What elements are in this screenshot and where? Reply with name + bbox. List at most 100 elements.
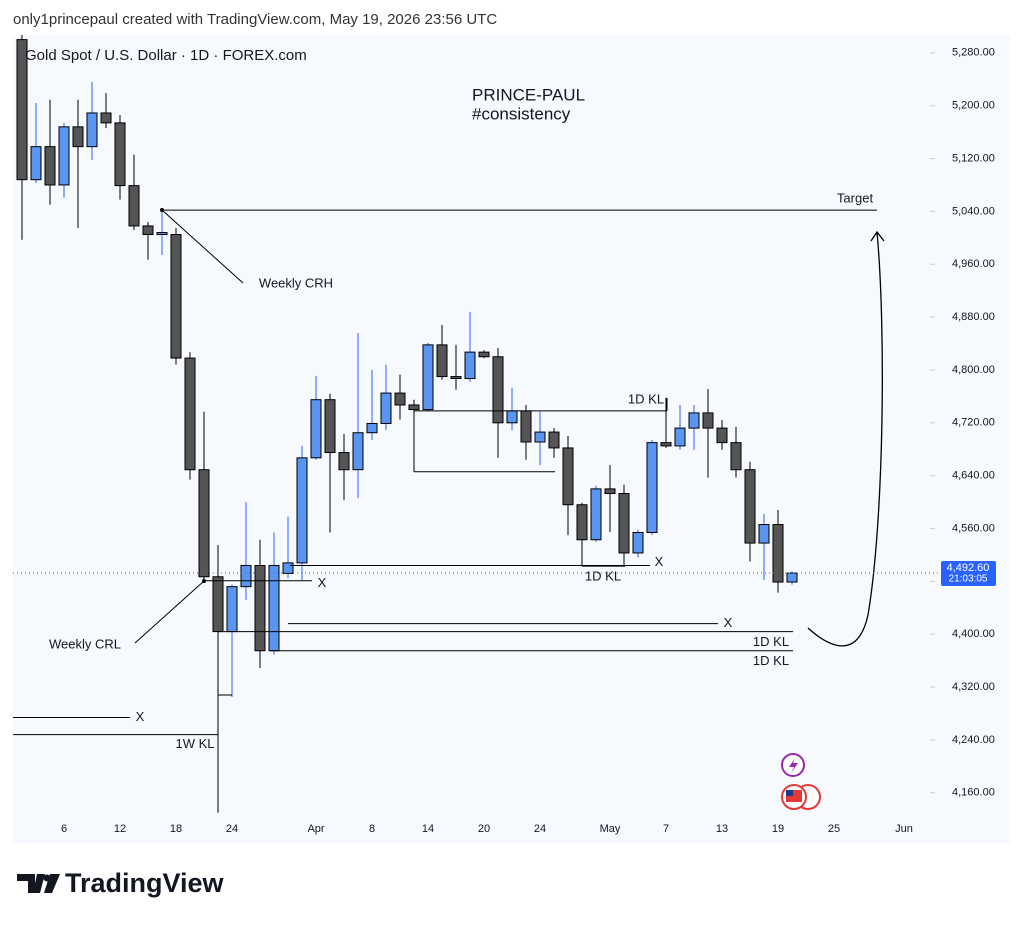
candle-body xyxy=(352,432,364,471)
logo: TradingView xyxy=(65,868,225,898)
candle-body xyxy=(688,412,700,429)
candle-body xyxy=(506,410,518,424)
candle-body xyxy=(730,442,742,471)
y-tick-label: 4,160.00 xyxy=(952,787,995,799)
x-tick-label: 20 xyxy=(478,823,490,835)
annotation: X xyxy=(136,709,145,724)
candle-body xyxy=(464,351,476,380)
x-tick-label: Apr xyxy=(307,823,324,835)
logo-icon xyxy=(44,874,60,893)
lightning-icon xyxy=(789,758,798,773)
y-tick-label: 4,640.00 xyxy=(952,470,995,482)
candle-body xyxy=(478,351,490,358)
candle-body xyxy=(142,225,154,236)
x-tick-label: 12 xyxy=(114,823,126,835)
x-tick-label: 7 xyxy=(663,823,669,835)
x-tick-label: Jun xyxy=(895,823,913,835)
annotation: X xyxy=(655,554,664,569)
annotation: Target xyxy=(837,191,874,206)
curved-arrow xyxy=(807,231,883,647)
candle-body xyxy=(184,357,196,471)
x-tick-label: 6 xyxy=(61,823,67,835)
annotation: 1D KL xyxy=(628,391,664,406)
candle-body xyxy=(772,524,784,583)
flag-canton xyxy=(786,790,793,796)
candle-body xyxy=(114,122,126,187)
candle-body xyxy=(646,442,658,533)
candle-body xyxy=(632,531,644,554)
annotation: X xyxy=(724,615,733,630)
y-tick-label: 5,200.00 xyxy=(952,100,995,112)
arrow-head xyxy=(870,230,885,242)
candle-body xyxy=(296,457,308,564)
watermark: PRINCE-PAUL xyxy=(472,85,585,104)
last-price-label: 4,492.60 xyxy=(947,562,990,574)
y-tick-label: 5,120.00 xyxy=(952,152,995,164)
candle-body xyxy=(212,576,224,633)
x-tick-label: 19 xyxy=(772,823,784,835)
candle-body xyxy=(660,442,672,447)
x-tick-label: 25 xyxy=(828,823,840,835)
candle-body xyxy=(16,39,28,181)
annotation: 1D KL xyxy=(753,653,789,668)
candle-body xyxy=(576,504,588,541)
countdown: 21:03:05 xyxy=(949,574,988,585)
chart-background xyxy=(13,35,1010,843)
candle-body xyxy=(128,185,140,227)
candle-body xyxy=(758,524,770,544)
candle-body xyxy=(226,586,238,633)
candle-body xyxy=(198,469,210,578)
y-tick-label: 4,400.00 xyxy=(952,628,995,640)
watermark: #consistency xyxy=(472,104,571,123)
candle-body xyxy=(744,469,756,544)
y-tick-label: 4,240.00 xyxy=(952,734,995,746)
candle-body xyxy=(310,399,322,459)
candle-body xyxy=(450,376,462,380)
candle-body xyxy=(562,447,574,506)
candle-body xyxy=(408,404,420,411)
logo-icon xyxy=(17,874,45,893)
candle-body xyxy=(604,488,616,495)
x-tick-label: May xyxy=(600,823,621,835)
x-tick-label: 18 xyxy=(170,823,182,835)
anchor-dot xyxy=(160,208,164,212)
annotation: 1D KL xyxy=(753,634,789,649)
annotation: X xyxy=(318,575,327,590)
y-tick-label: 4,960.00 xyxy=(952,258,995,270)
x-tick-label: 24 xyxy=(534,823,546,835)
candle-body xyxy=(786,572,798,583)
candle-body xyxy=(366,422,378,434)
header: only1princepaul created with TradingView… xyxy=(13,11,497,28)
y-tick-label: 4,320.00 xyxy=(952,681,995,693)
candle-body xyxy=(422,344,434,411)
candle-body xyxy=(58,126,70,186)
candle-body xyxy=(44,146,56,186)
candle-body xyxy=(702,412,714,429)
candle-body xyxy=(72,126,84,148)
candle-body xyxy=(86,112,98,148)
candle-body xyxy=(268,565,280,652)
candle-body xyxy=(590,488,602,541)
candle-body xyxy=(394,392,406,406)
chart-title: Gold Spot / U.S. Dollar · 1D · FOREX.com xyxy=(25,47,307,64)
candle-body xyxy=(156,232,168,236)
y-tick-label: 5,040.00 xyxy=(952,205,995,217)
candle-body xyxy=(100,112,112,124)
candle-body xyxy=(254,565,266,652)
x-tick-label: 24 xyxy=(226,823,238,835)
y-tick-label: 4,720.00 xyxy=(952,417,995,429)
candle-body xyxy=(534,431,546,443)
candle-body xyxy=(282,562,294,574)
x-tick-label: 13 xyxy=(716,823,728,835)
x-tick-label: 8 xyxy=(369,823,375,835)
annotation: 1D KL xyxy=(585,569,621,584)
y-tick-label: 5,280.00 xyxy=(952,47,995,59)
candle-body xyxy=(240,565,252,588)
candle-body xyxy=(548,431,560,449)
candle-body xyxy=(716,427,728,444)
annotation: Weekly CRH xyxy=(259,275,333,290)
connector xyxy=(134,580,205,644)
candle-body xyxy=(492,356,504,424)
candle-body xyxy=(380,392,392,424)
